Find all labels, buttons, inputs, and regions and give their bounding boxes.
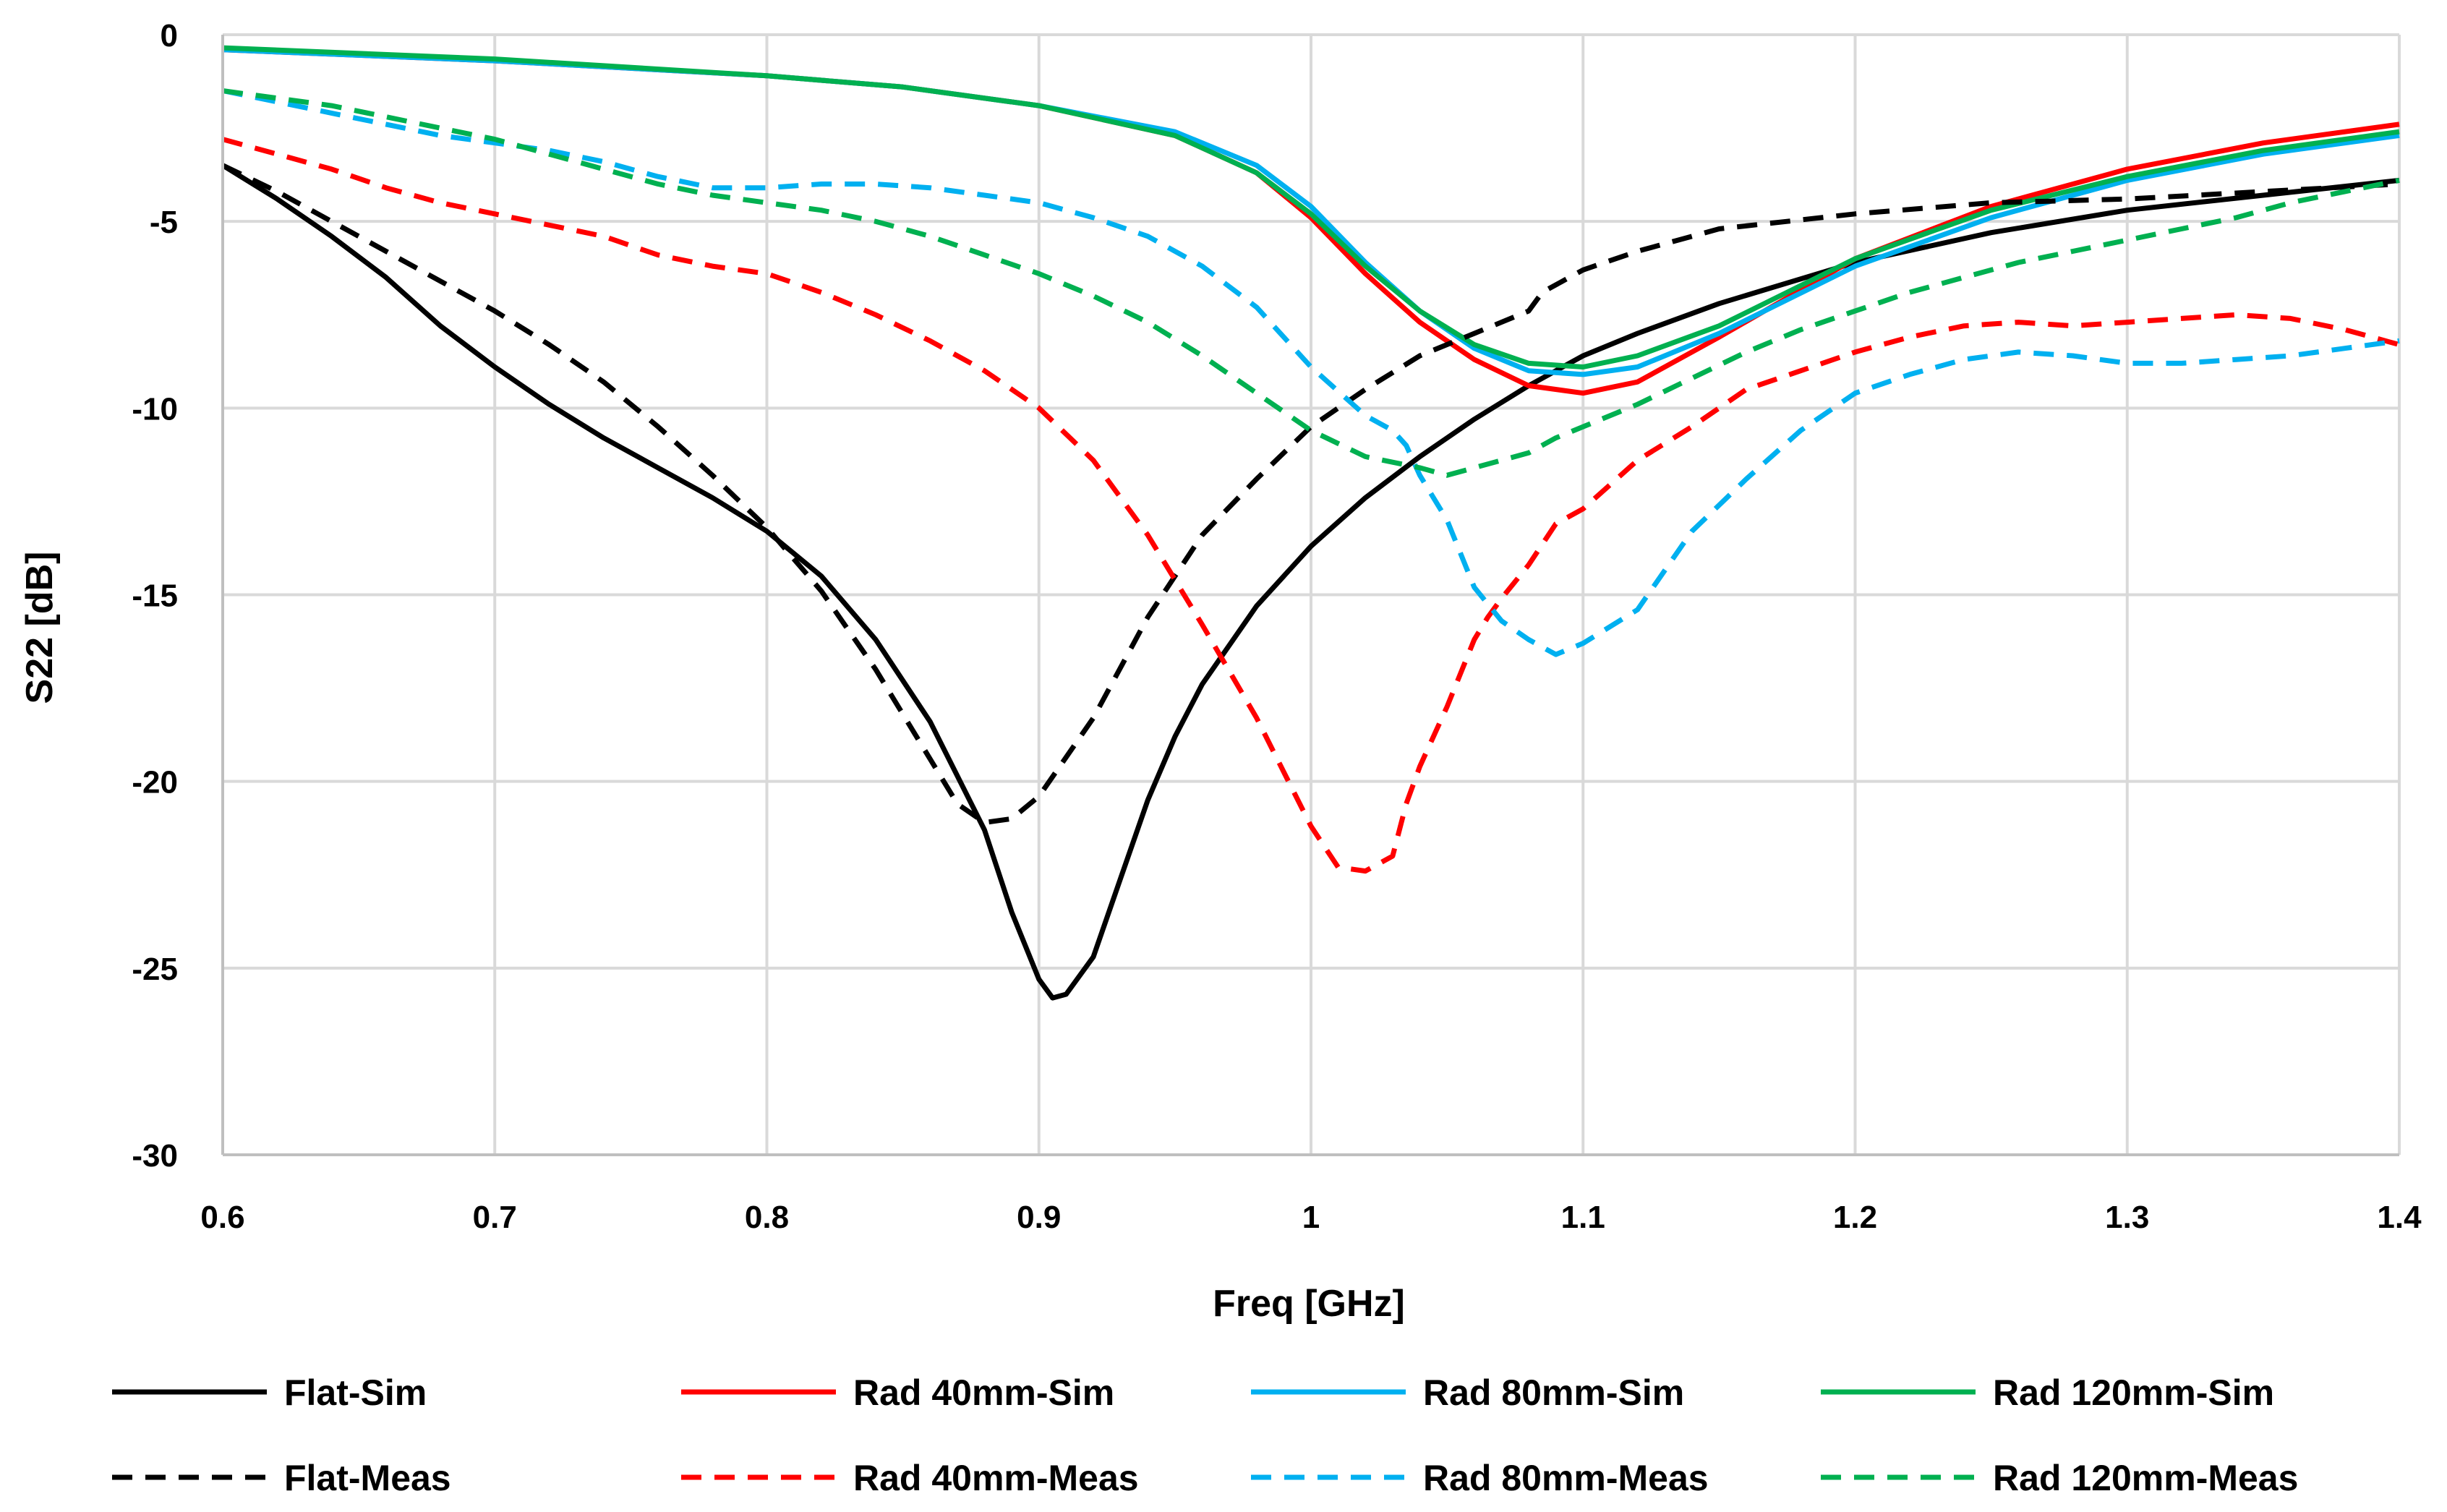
legend-label-rad-80mm-meas: Rad 80mm-Meas [1423,1458,1709,1498]
legend-label-rad-80mm-sim: Rad 80mm-Sim [1423,1372,1684,1413]
x-tick-label: 0.7 [473,1200,517,1235]
y-tick-label: -25 [132,952,178,987]
axes [221,35,2399,1156]
series-line-rad-80mm-meas [222,88,2400,657]
tick-labels: 0.6 0.7 0.8 0.9 1 1.1 1.2 1.3 1.4 0 -5 -10 -15 -20 -25… [132,18,2422,1235]
y-tick-label: -5 [150,205,178,240]
x-tick-label: 1.1 [1561,1200,1605,1235]
y-tick-label: -30 [132,1138,178,1174]
legend-label-rad-40mm-sim: Rad 40mm-Sim [853,1372,1114,1413]
x-tick-label: 1 [1302,1200,1320,1235]
series-lines [221,45,2400,1001]
x-tick-label: 1.2 [1833,1200,1877,1235]
x-tick-label: 0.6 [200,1200,244,1235]
y-tick-label: -15 [132,578,178,614]
grid-lines [221,33,2401,1156]
x-axis-title: Freq [GHz] [1213,1283,1405,1325]
x-tick-label: 1.3 [2105,1200,2149,1235]
x-tick-label: 0.8 [745,1200,789,1235]
x-tick-label: 1.4 [2377,1200,2422,1235]
y-tick-label: -10 [132,391,178,427]
x-tick-label: 0.9 [1017,1200,1061,1235]
y-tick-label: 0 [161,18,178,54]
legend: Flat-Sim Rad 40mm-Sim Rad 80mm-Sim Rad 120m… [112,1372,2298,1498]
series-line-flat-sim [221,163,2400,1001]
series-line-flat-meas [221,163,2400,825]
legend-label-rad-120mm-sim: Rad 120mm-Sim [1993,1372,2274,1413]
y-axis-title: S22 [dB] [19,552,61,704]
legend-label-rad-120mm-meas: Rad 120mm-Meas [1993,1458,2298,1498]
series-line-rad-120mm-sim [222,45,2400,370]
y-tick-label: -20 [132,765,178,800]
legend-label-flat-sim: Flat-Sim [284,1372,427,1413]
series-line-rad-120mm-meas [222,88,2400,478]
legend-label-flat-meas: Flat-Meas [284,1458,451,1498]
legend-label-rad-40mm-meas: Rad 40mm-Meas [853,1458,1139,1498]
series-line-rad-40mm-meas [222,137,2400,874]
